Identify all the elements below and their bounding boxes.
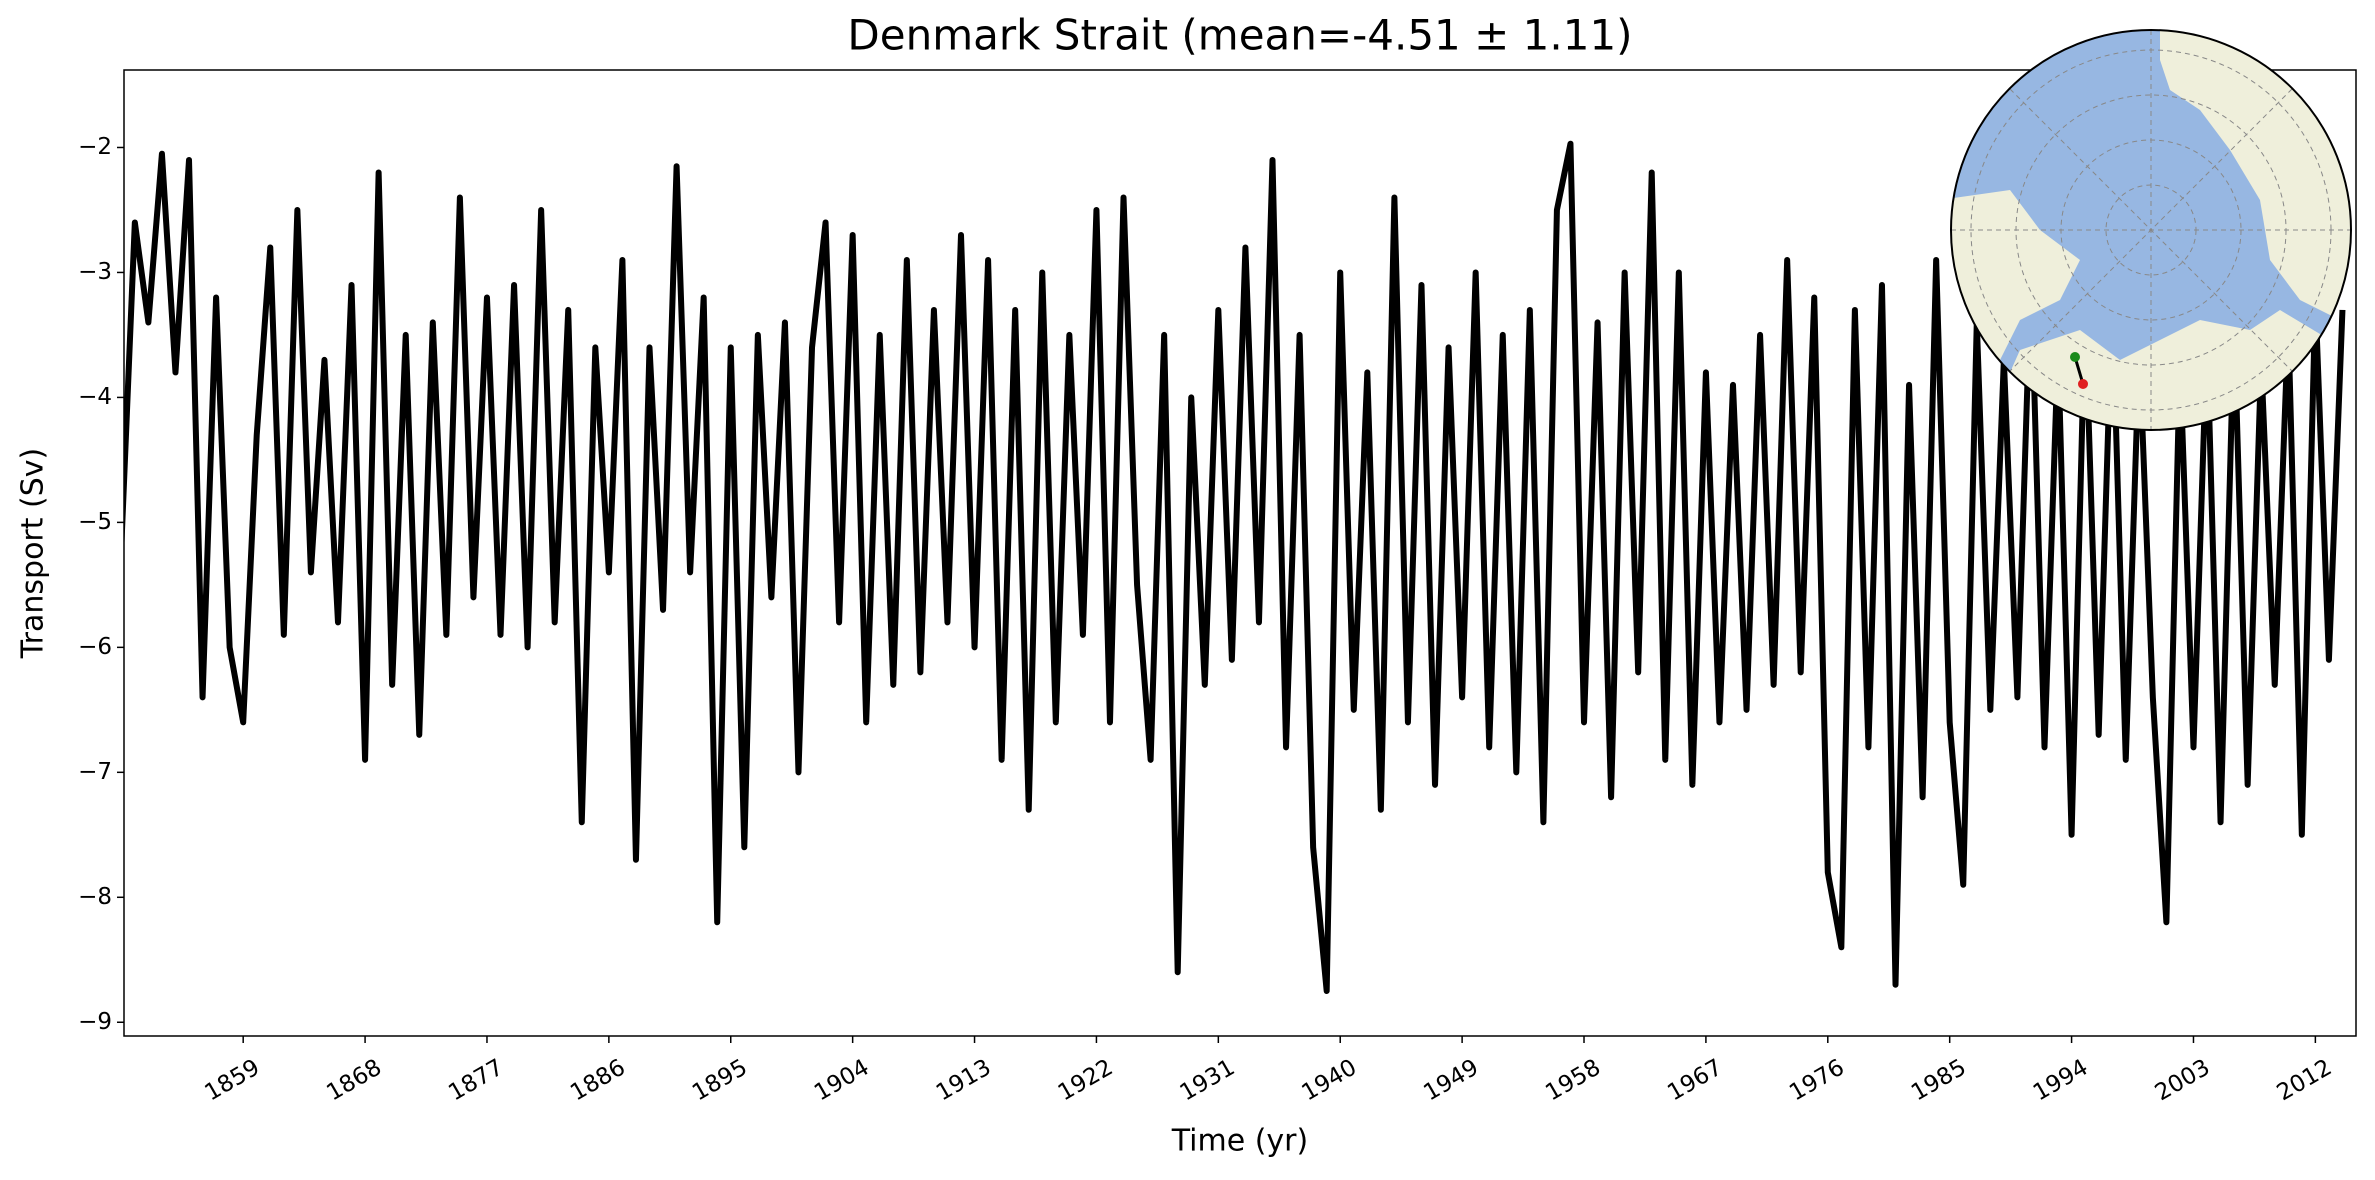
x-tick-label: 1985 [1907, 1055, 1971, 1107]
x-tick-label: 1931 [1176, 1055, 1240, 1107]
plot-area [124, 140, 2346, 995]
map-border [1950, 29, 2352, 431]
x-tick-label: 1877 [444, 1055, 508, 1107]
y-axis-label: Transport (Sv) [16, 448, 51, 660]
section-start [2070, 352, 2080, 362]
axes-frame [123, 69, 2357, 1037]
x-tick-label: 1868 [322, 1055, 386, 1107]
x-tick-label: 1967 [1663, 1055, 1727, 1107]
y-tick-label: −4 [78, 384, 112, 410]
chart-title: Denmark Strait (mean=-4.51 ± 1.11) [847, 11, 1632, 60]
x-tick-label: 2012 [2273, 1055, 2337, 1107]
x-tick-label: 1958 [1541, 1055, 1605, 1107]
x-tick-label: 2003 [2151, 1055, 2215, 1107]
x-tick-label: 1922 [1054, 1055, 1118, 1107]
x-tick-label: 1976 [1785, 1055, 1849, 1107]
x-tick-label: 1994 [2029, 1055, 2093, 1107]
map-graticule [1951, 30, 2351, 430]
x-tick-label: 1886 [566, 1055, 630, 1107]
section-end [2078, 379, 2088, 389]
x-tick-label: 1913 [932, 1055, 996, 1107]
y-tick-label: −8 [78, 884, 112, 910]
y-tick-label: −7 [78, 759, 112, 785]
x-tick-label: 1949 [1419, 1055, 1483, 1107]
x-axis-label: Time (yr) [1171, 1124, 1308, 1159]
x-tick-label: 1859 [200, 1055, 264, 1107]
x-tick-label: 1904 [810, 1055, 874, 1107]
y-tick-label: −9 [78, 1009, 112, 1035]
y-tick-label: −2 [78, 134, 112, 160]
x-tick-label: 1940 [1298, 1055, 1362, 1107]
y-tick-label: −5 [78, 509, 112, 535]
x-tick-label: 1895 [688, 1055, 752, 1107]
y-tick-label: −6 [78, 634, 112, 660]
y-tick-label: −3 [78, 259, 112, 285]
series-line [124, 140, 2346, 995]
